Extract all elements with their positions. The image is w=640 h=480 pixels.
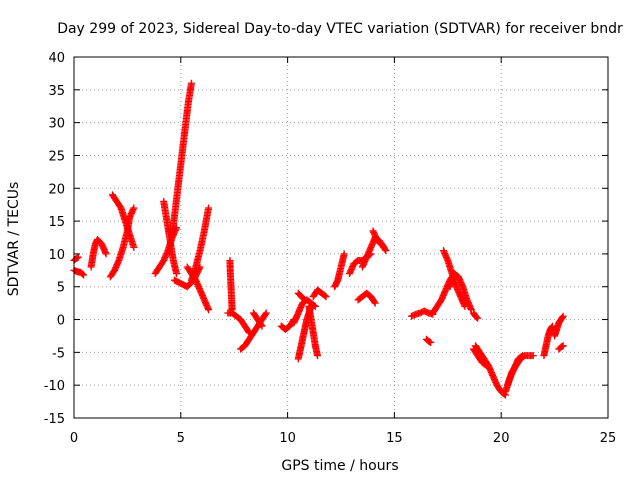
x-axis-title: GPS time / hours (281, 458, 398, 474)
data-point (370, 298, 378, 306)
series-arc-01 (70, 266, 88, 279)
series-arc-39 (555, 342, 567, 353)
series-arc-07 (160, 197, 181, 278)
plot-frame (73, 56, 609, 419)
y-tick-label: 30 (48, 117, 65, 132)
data-point (79, 270, 87, 278)
data-point (558, 313, 566, 321)
data-point (173, 270, 181, 278)
data-point (474, 314, 482, 322)
y-tick-label: -10 (44, 379, 65, 394)
data-point (529, 352, 537, 360)
data-point (258, 322, 266, 330)
data-point (559, 342, 567, 350)
grid-lines (74, 57, 608, 418)
x-tick-label: 0 (70, 431, 78, 446)
data-point (74, 253, 82, 261)
series-arc-20 (305, 302, 322, 360)
data-point (321, 292, 329, 300)
series-arc-25 (369, 227, 390, 255)
data-point (311, 302, 319, 310)
y-tick-label: 35 (48, 84, 65, 99)
y-tick-label: -15 (44, 412, 65, 427)
y-tick-label: 40 (48, 51, 65, 66)
data-point (300, 295, 308, 303)
series-arc-21 (309, 286, 330, 301)
data-points (70, 79, 567, 399)
data-point (473, 313, 481, 321)
data-point (426, 338, 434, 346)
y-tick-label: -5 (52, 346, 65, 361)
x-tick-label: 25 (600, 431, 617, 446)
series-arc-15 (249, 309, 266, 330)
data-point (130, 204, 138, 212)
x-tick-label: 10 (279, 431, 296, 446)
series-arc-31 (446, 270, 475, 314)
data-point (314, 352, 322, 360)
y-tick-label: 25 (48, 149, 65, 164)
chart-title: Day 299 of 2023, Sidereal Day-to-day VTE… (57, 21, 623, 37)
data-point (130, 243, 138, 251)
data-point (340, 250, 348, 258)
data-point (257, 321, 265, 329)
data-point (481, 361, 489, 369)
data-point (261, 310, 269, 318)
data-point (371, 299, 379, 307)
data-point (301, 296, 309, 304)
data-point (322, 293, 330, 301)
data-point (427, 339, 435, 347)
x-tick-label: 20 (493, 431, 510, 446)
data-point (187, 79, 195, 87)
axis-ticks: 0 5 10 15 20 25 -15 -10 -5 0 5 10 15 20 25 30 35 40 (44, 51, 617, 446)
data-point (559, 312, 567, 320)
series-arc-19 (294, 289, 309, 304)
series-arc-12 (226, 256, 236, 314)
data-point (548, 322, 556, 330)
series-arc-38 (551, 312, 567, 340)
y-tick-label: 10 (48, 248, 65, 263)
y-tick-label: 0 (57, 314, 65, 329)
data-point (73, 254, 81, 262)
series-arc-28 (422, 335, 435, 347)
data-point (482, 361, 490, 369)
data-point (205, 204, 213, 212)
series-arc-32 (469, 309, 482, 322)
data-point (205, 306, 213, 314)
series-arc-13 (224, 309, 253, 337)
series-arc-05 (108, 191, 138, 251)
data-point (102, 250, 110, 258)
x-tick-label: 5 (177, 431, 185, 446)
y-axis-title: SDTVAR / TECUs (6, 182, 22, 297)
series-arc-17 (294, 302, 315, 363)
data-point (244, 327, 252, 335)
series-arc-36 (504, 352, 537, 389)
y-tick-label: 15 (48, 215, 65, 230)
series-arc-03 (87, 235, 110, 271)
data-point (381, 245, 389, 253)
series-arc-08 (168, 79, 195, 238)
data-point (548, 323, 556, 331)
series-arc-37 (540, 322, 556, 360)
series-arc-26 (354, 289, 379, 307)
data-point (262, 309, 270, 317)
y-tick-label: 20 (48, 182, 65, 197)
x-tick-label: 15 (386, 431, 403, 446)
series-arc-34 (469, 345, 490, 369)
data-point (310, 302, 318, 310)
series-arc-02 (70, 253, 82, 264)
data-point (80, 271, 88, 279)
data-point (382, 247, 390, 255)
y-tick-label: 5 (57, 281, 65, 296)
series-arc-22 (331, 250, 348, 291)
series-arc-24 (358, 234, 388, 271)
series-arc-11 (187, 204, 213, 284)
data-point (558, 342, 566, 350)
